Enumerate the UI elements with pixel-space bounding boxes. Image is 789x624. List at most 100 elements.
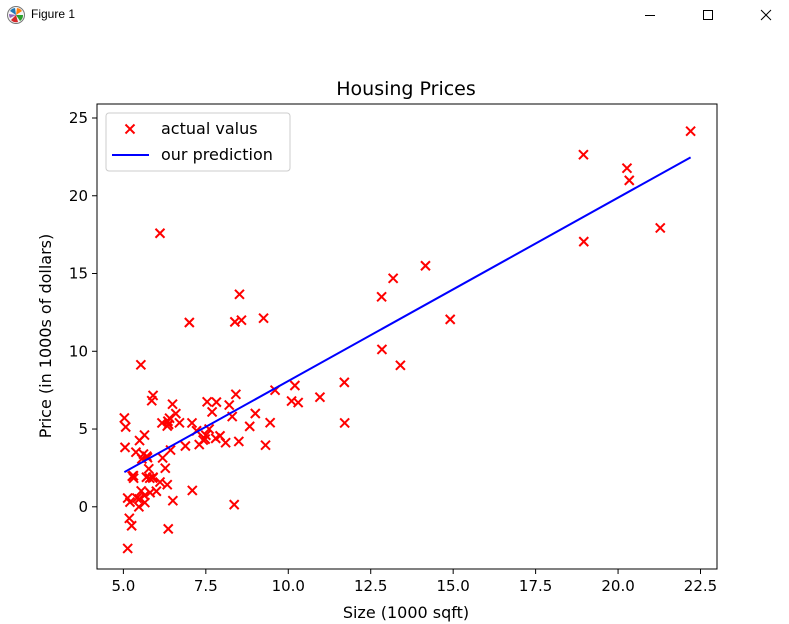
x-axis: 5.0 7.5 10.0 12.5 15.0 17.5 20.0 22.5 xyxy=(111,569,717,595)
y-tick-label: 0 xyxy=(78,498,88,516)
data-point xyxy=(211,396,222,408)
data-point xyxy=(154,476,166,488)
data-point xyxy=(154,228,166,239)
data-point xyxy=(138,448,149,460)
data-point xyxy=(144,472,155,484)
data-point xyxy=(187,485,198,496)
data-point xyxy=(135,485,147,497)
maximize-icon xyxy=(703,10,713,20)
data-point xyxy=(184,317,195,328)
legend: actual valus our prediction xyxy=(105,112,291,172)
data-point xyxy=(289,380,301,391)
chart-title: Housing Prices xyxy=(336,78,476,100)
data-point xyxy=(163,523,174,535)
data-point xyxy=(174,417,185,429)
data-point xyxy=(162,479,173,490)
data-point xyxy=(233,436,245,447)
legend-box xyxy=(105,112,291,172)
data-point xyxy=(210,433,221,444)
x-tick-label: 12.5 xyxy=(354,577,387,595)
data-point xyxy=(170,408,182,419)
data-point xyxy=(201,396,213,408)
window-title: Figure 1 xyxy=(31,7,76,21)
legend-label-prediction: our prediction xyxy=(161,145,273,164)
data-point xyxy=(167,495,179,506)
data-point xyxy=(578,149,589,160)
data-point xyxy=(139,429,150,441)
data-point xyxy=(134,493,145,505)
minimize-button[interactable] xyxy=(627,0,673,30)
data-point xyxy=(135,359,147,371)
data-point xyxy=(120,421,131,433)
data-point xyxy=(206,406,218,418)
data-point xyxy=(260,440,271,451)
data-point xyxy=(387,273,399,284)
maximize-button[interactable] xyxy=(685,0,731,30)
data-point xyxy=(122,543,133,554)
data-point xyxy=(578,236,589,247)
prediction-line xyxy=(123,156,692,473)
data-point xyxy=(314,391,326,403)
data-point xyxy=(624,175,635,186)
y-tick-label: 15 xyxy=(69,265,88,283)
data-point xyxy=(151,486,162,497)
data-point xyxy=(234,289,245,300)
minimize-icon xyxy=(645,15,655,16)
data-point xyxy=(420,260,431,271)
data-point xyxy=(258,312,269,324)
window-titlebar: Figure 1 xyxy=(0,0,789,30)
data-point xyxy=(230,389,242,400)
x-axis-label: Size (1000 sqft) xyxy=(343,603,469,622)
data-point xyxy=(139,497,151,508)
x-tick-label: 5.0 xyxy=(111,577,135,595)
prediction-series xyxy=(123,156,692,473)
data-point xyxy=(224,399,235,411)
legend-x-marker xyxy=(124,123,136,135)
data-point xyxy=(264,417,276,428)
data-point xyxy=(119,412,130,424)
y-tick-label: 25 xyxy=(69,109,88,127)
x-tick-label: 22.5 xyxy=(684,577,717,595)
data-point xyxy=(124,513,135,524)
y-axis: 0 5 10 15 20 25 xyxy=(69,109,97,516)
data-point xyxy=(143,463,154,475)
data-point xyxy=(376,344,388,355)
data-point xyxy=(621,163,633,174)
data-point xyxy=(141,472,152,483)
data-point xyxy=(194,439,205,450)
data-point xyxy=(395,360,406,371)
data-point xyxy=(160,463,171,474)
data-point xyxy=(157,452,168,464)
data-point xyxy=(236,314,247,326)
data-point xyxy=(133,501,145,512)
data-point xyxy=(244,421,255,432)
close-button[interactable] xyxy=(743,0,789,30)
matplotlib-icon xyxy=(7,6,25,24)
data-point xyxy=(250,408,261,419)
legend-label-actual: actual valus xyxy=(161,119,258,138)
data-point xyxy=(685,126,696,137)
plot-area xyxy=(96,103,718,570)
y-tick-label: 20 xyxy=(69,187,88,205)
data-point xyxy=(124,496,136,508)
data-point xyxy=(164,412,175,424)
scatter-series xyxy=(119,126,696,554)
x-tick-label: 17.5 xyxy=(519,577,552,595)
x-tick-label: 20.0 xyxy=(601,577,634,595)
data-point xyxy=(200,430,212,441)
y-axis-label: Price (in 1000s of dollars) xyxy=(36,234,55,438)
data-point xyxy=(444,314,456,325)
data-point xyxy=(167,398,178,410)
data-point xyxy=(292,397,304,408)
data-point xyxy=(339,377,350,388)
data-point xyxy=(655,222,666,234)
y-tick-label: 10 xyxy=(69,342,88,360)
data-point xyxy=(228,499,240,510)
legend-scatter-marker xyxy=(124,123,136,135)
x-tick-label: 15.0 xyxy=(436,577,469,595)
x-tick-label: 10.0 xyxy=(272,577,305,595)
data-point xyxy=(220,437,231,448)
data-point xyxy=(180,440,191,452)
x-tick-label: 7.5 xyxy=(194,577,218,595)
data-point xyxy=(126,520,137,531)
